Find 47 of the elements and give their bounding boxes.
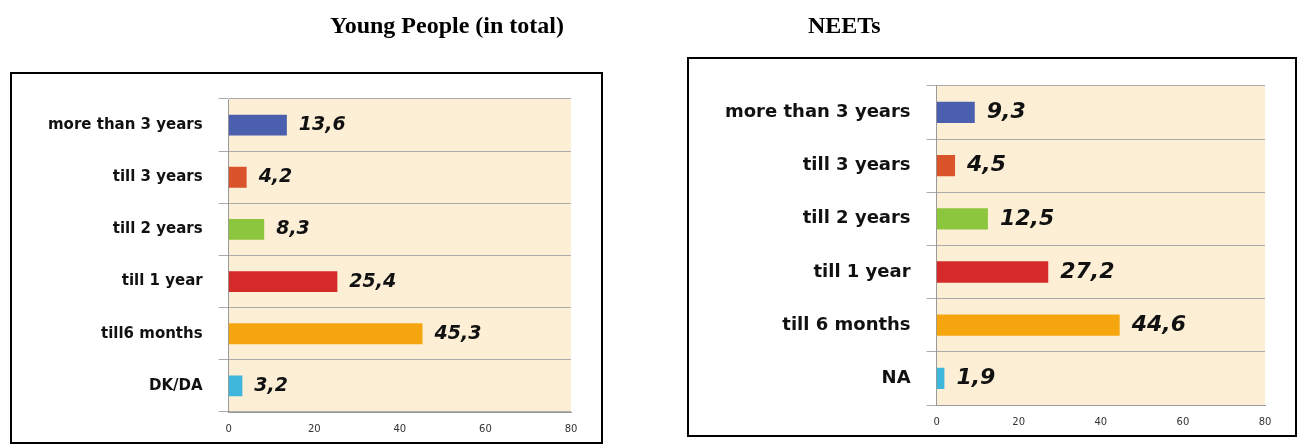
chart-title: Young People (in total) bbox=[330, 12, 564, 39]
x-tick-label: 60 bbox=[479, 422, 492, 434]
y-tick-label: more than 3 years bbox=[725, 100, 911, 122]
data-label: 45,3 bbox=[433, 320, 482, 343]
y-tick-label: till 6 months bbox=[782, 312, 911, 334]
y-tick-label: more than 3 years bbox=[47, 114, 203, 133]
bar bbox=[228, 218, 265, 240]
data-label: 9,3 bbox=[986, 98, 1026, 124]
y-tick-label: till 1 year bbox=[813, 259, 911, 281]
y-tick-label: till 1 year bbox=[121, 271, 204, 290]
chart-title: NEETs bbox=[808, 12, 881, 39]
data-label: 27,2 bbox=[1060, 257, 1115, 283]
x-tick-label: 60 bbox=[1176, 415, 1190, 427]
x-tick-label: 80 bbox=[1258, 415, 1272, 427]
y-tick-label: till 3 years bbox=[802, 153, 911, 175]
x-tick-label: 40 bbox=[1094, 415, 1108, 427]
bar bbox=[228, 271, 338, 293]
y-tick-label: till 2 years bbox=[802, 206, 911, 228]
bar bbox=[936, 261, 1049, 283]
bar bbox=[936, 154, 956, 177]
bar bbox=[936, 208, 988, 230]
y-tick-label: NA bbox=[881, 366, 911, 388]
data-label: 4,5 bbox=[966, 151, 1007, 177]
x-tick-label: 20 bbox=[1012, 415, 1026, 427]
x-tick-label: 40 bbox=[393, 422, 407, 434]
bar bbox=[228, 166, 247, 188]
x-tick-label: 0 bbox=[933, 415, 940, 427]
data-label: 4,2 bbox=[257, 164, 293, 187]
x-tick-label: 20 bbox=[307, 422, 321, 434]
data-label: 8,3 bbox=[276, 216, 310, 239]
data-label: 13,6 bbox=[298, 112, 346, 135]
bar bbox=[228, 114, 287, 136]
y-tick-label: till6 months bbox=[101, 323, 203, 342]
data-label: 12,5 bbox=[999, 204, 1055, 230]
data-label: 44,6 bbox=[1130, 310, 1186, 336]
y-tick-label: till 3 years bbox=[112, 167, 203, 186]
bar bbox=[228, 375, 243, 397]
data-label: 1,9 bbox=[956, 364, 996, 390]
y-tick-label: DK/DA bbox=[149, 375, 204, 394]
bar bbox=[228, 323, 423, 345]
bar bbox=[936, 314, 1120, 336]
data-label: 3,2 bbox=[254, 372, 289, 395]
x-tick-label: 0 bbox=[225, 422, 232, 434]
data-label: 25,4 bbox=[349, 268, 397, 291]
bar bbox=[936, 101, 975, 124]
x-tick-label: 80 bbox=[564, 422, 578, 434]
y-tick-label: till 2 years bbox=[112, 219, 203, 238]
